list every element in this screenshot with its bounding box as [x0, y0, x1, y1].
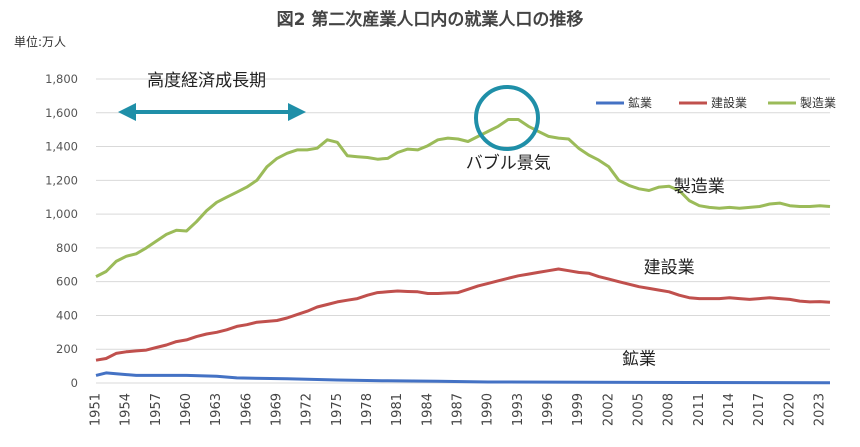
legend-label: 鉱業 — [628, 95, 652, 110]
unit-label: 単位:万人 — [14, 34, 66, 49]
x-tick-label: 1963 — [209, 393, 224, 426]
x-tick-label: 1999 — [571, 393, 586, 426]
gridlines — [96, 78, 830, 384]
y-tick-label: 400 — [56, 308, 78, 322]
x-tick-label: 1960 — [179, 393, 194, 426]
x-tick-label: 1951 — [89, 393, 104, 426]
y-tick-label: 800 — [56, 241, 78, 255]
x-tick-label: 1969 — [269, 393, 284, 426]
x-tick-label: 1987 — [450, 393, 465, 426]
x-tick-label: 1990 — [481, 393, 496, 426]
x-tick-label: 1996 — [541, 393, 556, 426]
y-tick-label: 600 — [56, 275, 78, 289]
y-tick-label: 1,800 — [45, 72, 78, 86]
y-tick-label: 0 — [71, 376, 78, 390]
growth-period-arrow-right-head — [288, 103, 306, 121]
x-tick-label: 1984 — [420, 393, 435, 426]
x-tick-label: 2023 — [812, 393, 827, 426]
growth-period-arrow-left-head — [118, 103, 136, 121]
x-tick-label: 2017 — [752, 393, 767, 426]
x-axis-ticks: 1951 1954 1957 1960 1963 1966 1969 1972 1975 1978… — [89, 393, 828, 426]
legend-label: 製造業 — [800, 96, 836, 110]
x-tick-label: 1978 — [360, 393, 375, 426]
x-tick-label: 1975 — [330, 393, 345, 426]
series-lines — [95, 118, 831, 385]
series-line-2 — [95, 118, 831, 278]
x-tick-label: 1981 — [390, 393, 405, 426]
x-tick-label: 2002 — [601, 393, 616, 426]
x-tick-label: 2008 — [662, 393, 677, 426]
annotation-label: 高度経済成長期 — [147, 71, 266, 91]
y-tick-label: 1,400 — [45, 140, 78, 154]
annotation-label: 建設業 — [644, 258, 695, 278]
x-tick-label: 2020 — [782, 393, 797, 426]
y-tick-label: 200 — [56, 342, 78, 356]
x-tick-label: 2005 — [631, 393, 646, 426]
y-tick-label: 1,200 — [45, 173, 78, 187]
x-tick-label: 2014 — [722, 393, 737, 426]
annotation-label: バブル景気 — [466, 153, 551, 174]
series-line-0 — [95, 371, 831, 385]
x-tick-label: 1966 — [239, 393, 254, 426]
bubble-economy-circle — [474, 85, 540, 151]
annotation-label: 鉱業 — [622, 349, 656, 369]
y-tick-label: 1,000 — [45, 207, 78, 221]
legend-label: 建設業 — [711, 95, 747, 110]
chart-title: 図2 第二次産業人口内の就業人口の推移 — [277, 9, 584, 30]
x-tick-label: 1993 — [511, 393, 526, 426]
x-tick-label: 1954 — [119, 393, 134, 426]
x-tick-label: 1957 — [149, 393, 164, 426]
y-axis-ticks: 0 200 400 600 800 1,000 1,200 1,400 1,600 1,800 — [45, 72, 78, 390]
legend: 鉱業 建設業 製造業 — [596, 95, 836, 110]
annotation-label: 製造業 — [674, 177, 725, 197]
x-tick-label: 1972 — [300, 393, 315, 426]
series-line-1 — [95, 267, 831, 362]
y-tick-label: 1,600 — [45, 106, 78, 120]
x-tick-label: 2011 — [692, 393, 707, 426]
